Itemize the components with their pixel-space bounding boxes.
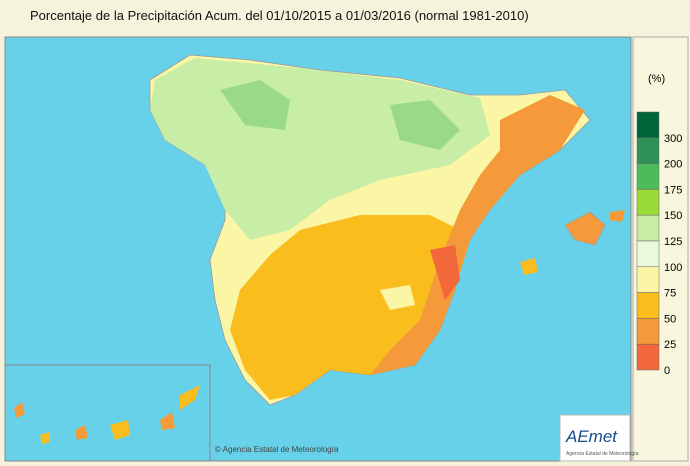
island — [160, 412, 175, 430]
legend-label: 25 — [664, 339, 676, 351]
legend-swatch — [636, 292, 660, 319]
map-title: Porcentaje de la Precipitación Acum. del… — [30, 8, 529, 23]
legend-swatch — [636, 163, 660, 190]
legend-label: 100 — [664, 262, 682, 274]
legend-unit: (%) — [648, 73, 665, 85]
legend-label: 150 — [664, 210, 682, 222]
wet-zone — [220, 80, 290, 130]
mallorca — [564, 211, 606, 246]
legend-swatch — [636, 343, 660, 371]
island — [75, 425, 88, 440]
legend-label: 125 — [664, 236, 682, 248]
canary-inset — [4, 364, 211, 462]
logo: AEmet — [565, 427, 618, 446]
legend-label: 50 — [664, 313, 676, 325]
legend-label: 200 — [664, 159, 682, 171]
island — [180, 385, 200, 410]
legend-label: 300 — [664, 133, 682, 145]
legend-label: 175 — [664, 184, 682, 196]
island — [40, 432, 50, 444]
menorca — [610, 210, 625, 222]
legend-swatch — [636, 240, 660, 268]
legend-swatch — [636, 189, 660, 216]
credit: © Agencia Estatal de Meteorología — [215, 445, 339, 454]
ibiza — [520, 258, 538, 275]
wet-patch — [380, 285, 415, 310]
legend-swatch — [636, 214, 660, 242]
legend-swatch — [636, 137, 660, 164]
legend-label: 75 — [664, 288, 676, 300]
logo-subtitle: Agencia Estatal de Meteorología — [566, 451, 638, 457]
legend-swatch — [636, 266, 660, 293]
legend-swatch — [636, 111, 660, 139]
wet-zone — [390, 100, 460, 150]
legend-label: 0 — [664, 365, 670, 377]
very-dry-zone — [370, 95, 585, 375]
island — [110, 420, 130, 440]
driest-zone — [430, 245, 460, 300]
logo-box — [559, 414, 631, 462]
legend: 300 200 175 150 125 100 75 50 25 0 — [636, 111, 682, 377]
island — [14, 402, 25, 418]
legend-swatch — [636, 318, 660, 345]
